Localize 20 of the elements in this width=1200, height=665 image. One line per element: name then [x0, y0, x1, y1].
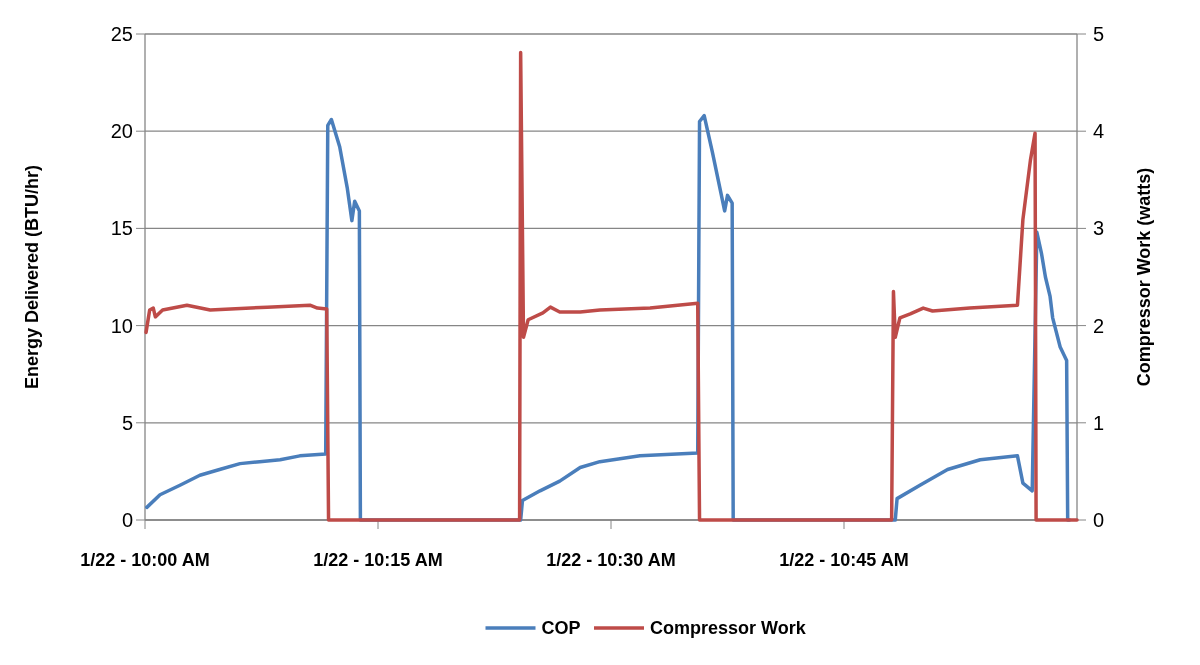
y2-tick-label: 5	[1093, 23, 1105, 45]
legend-label: COP	[541, 618, 581, 639]
y2-axis-title: Compressor Work (watts)	[1134, 167, 1154, 387]
y-tick-label: 20	[110, 120, 133, 143]
x-tick-label: 1/22 - 10:45 AM	[779, 550, 909, 570]
y-tick-label: 5	[121, 411, 133, 434]
y2-tick-label: 0	[1093, 509, 1105, 531]
y-tick-label: 0	[121, 509, 133, 531]
y-tick-label: 15	[110, 217, 133, 240]
y2-tick-label: 3	[1093, 217, 1105, 240]
y2-tick-label: 4	[1093, 120, 1105, 143]
x-tick-label: 1/22 - 10:30 AM	[546, 550, 676, 570]
y2-tick-label: 2	[1093, 314, 1105, 337]
x-tick-label: 1/22 - 10:00 AM	[80, 550, 210, 570]
y-axis-title: Energy Delivered (BTU/hr)	[22, 164, 42, 390]
y2-tick-label: 1	[1093, 411, 1105, 434]
y-tick-label: 10	[110, 314, 133, 337]
y-tick-label: 25	[110, 23, 133, 45]
x-tick-label: 1/22 - 10:15 AM	[313, 550, 443, 570]
legend-label: Compressor Work	[650, 618, 807, 639]
